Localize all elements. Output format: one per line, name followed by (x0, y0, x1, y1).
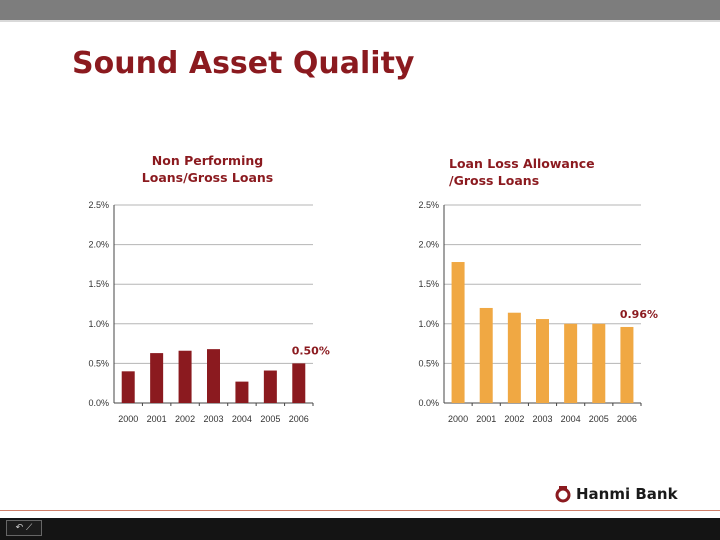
x-tick-label: 2005 (260, 414, 280, 424)
logo-text: Hanmi Bank (576, 485, 678, 503)
value-annotation: 0.50% (292, 344, 330, 357)
chart-1-title-line-1: Non Performing (151, 153, 264, 168)
x-tick-label: 2001 (476, 414, 496, 424)
y-tick-label: 1.5% (88, 279, 109, 289)
y-tick-label: 0.5% (418, 358, 439, 368)
chart-2-title-line-1: Loan Loss Allowance (449, 156, 595, 171)
bar (536, 319, 549, 403)
y-tick-label: 1.0% (418, 319, 439, 329)
y-tick-label: 1.5% (418, 279, 439, 289)
x-tick-label: 2003 (203, 414, 223, 424)
y-tick-label: 2.5% (88, 200, 109, 210)
bottom-divider (0, 510, 720, 511)
chart-2-title: Loan Loss Allowance /Gross Loans (449, 155, 649, 189)
bar (121, 371, 135, 403)
hanmi-bank-logo: Hanmi Bank (555, 483, 678, 505)
x-tick-label: 2006 (617, 414, 637, 424)
x-tick-label: 2005 (589, 414, 609, 424)
chart-1-title: Non Performing Loans/Gross Loans (120, 152, 295, 186)
y-tick-label: 1.0% (88, 319, 109, 329)
x-tick-label: 2003 (532, 414, 552, 424)
bar (235, 381, 249, 403)
x-tick-label: 2004 (232, 414, 252, 424)
top-divider (0, 20, 720, 22)
bar (592, 323, 606, 403)
bar (564, 323, 578, 403)
x-tick-label: 2002 (175, 414, 195, 424)
y-tick-label: 0.0% (88, 398, 109, 408)
slide-title: Sound Asset Quality (72, 46, 415, 81)
x-tick-label: 2001 (147, 414, 167, 424)
bar (292, 363, 306, 403)
y-tick-label: 2.0% (88, 240, 109, 250)
bar (451, 262, 465, 403)
bottom-bar (0, 518, 720, 540)
slide-nav-control[interactable]: ↶ ⟋ (6, 520, 42, 536)
value-annotation: 0.96% (620, 308, 658, 321)
bar (479, 307, 493, 403)
y-tick-label: 2.0% (418, 240, 439, 250)
hanmi-logo-icon (555, 486, 571, 503)
y-tick-label: 2.5% (418, 200, 439, 210)
bar (150, 353, 164, 403)
bar (507, 312, 521, 403)
x-tick-label: 2000 (118, 414, 138, 424)
y-tick-label: 0.0% (418, 398, 439, 408)
y-tick-label: 0.5% (88, 358, 109, 368)
chart-2-title-line-2: /Gross Loans (449, 173, 540, 188)
x-tick-label: 2002 (504, 414, 524, 424)
bar (620, 326, 634, 403)
x-tick-label: 2004 (561, 414, 581, 424)
bar (178, 350, 192, 403)
x-tick-label: 2006 (289, 414, 309, 424)
chart-1-title-line-2: Loans/Gross Loans (141, 170, 274, 185)
top-bar (0, 0, 720, 20)
bar (207, 349, 220, 403)
x-tick-label: 2000 (448, 414, 468, 424)
bar (263, 370, 277, 403)
